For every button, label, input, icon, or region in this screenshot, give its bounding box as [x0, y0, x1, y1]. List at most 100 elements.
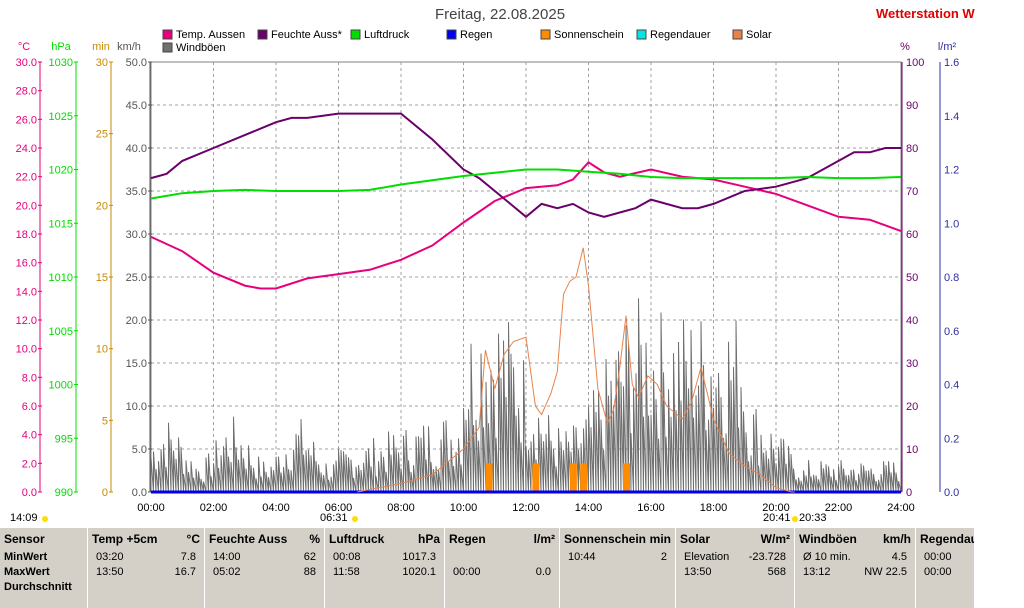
stats-cell-value: 62 — [303, 551, 316, 563]
axis-unit-wind_kmh: km/h — [117, 41, 141, 53]
marker-sunset: 20:33 — [799, 512, 827, 524]
stats-cell-row: 05:02 88 — [205, 565, 324, 580]
axis-tick-wind_kmh: 15.0 — [126, 358, 147, 370]
axis-tick-humidity_pct: 30 — [906, 358, 918, 370]
stats-cell-row: Ø 10 min. 4.5 — [795, 550, 915, 565]
sunshine-bar — [580, 463, 588, 492]
stats-column-header: Luftdruck hPa — [325, 528, 444, 550]
axis-tick-sunshine_min: 5 — [102, 415, 108, 427]
axis-tick-rain_lm2: 1.4 — [944, 111, 959, 123]
axis-tick-rain_lm2: 0.2 — [944, 433, 959, 445]
x-tick-label: 02:00 — [200, 502, 228, 514]
stats-column: Sonnenschein min 10:44 2 — [560, 528, 676, 608]
sunset-icon — [792, 516, 798, 522]
weather-chart: °C 0.0 2.0 4.0 6.0 8.0 10.0 12.0 14.0 16.0 18.0 20.… — [10, 29, 959, 524]
stats-cell-time: 05:02 — [213, 566, 241, 578]
stats-cell-value: 88 — [303, 566, 316, 578]
stats-cell-row — [445, 550, 559, 565]
stats-cell-time: 14:00 — [213, 551, 241, 563]
stats-column: Regen l/m² 00:00 0.0 — [445, 528, 560, 608]
legend-item — [162, 42, 173, 53]
legend-item — [446, 29, 457, 40]
stats-cell-row: 13:50 568 — [676, 565, 794, 580]
axis-tick-temp_c: 30.0 — [16, 57, 37, 69]
axis-unit-humidity_pct: % — [900, 41, 910, 53]
stats-cell-value: 4.5 — [891, 551, 907, 563]
axis-tick-wind_kmh: 10.0 — [126, 401, 147, 413]
stats-cell-value: -23.728 — [748, 551, 786, 563]
stats-row-label-max: MaxWert — [4, 566, 50, 578]
stats-label-column: Sensor MinWert MaxWert Durchschnitt — [0, 528, 88, 608]
legend-item — [350, 29, 361, 40]
stats-cell-value: NW 22.5 — [864, 566, 907, 578]
legend-label: Temp. Aussen — [176, 29, 245, 41]
axis-tick-pressure_hpa: 1015 — [49, 218, 73, 230]
sun-icon — [42, 516, 48, 522]
axis-tick-temp_c: 2.0 — [22, 458, 37, 470]
stats-cell-time: 00:00 — [453, 566, 481, 578]
marker-sunset-prev: 20:41 — [763, 512, 791, 524]
axis-tick-wind_kmh: 35.0 — [126, 186, 147, 198]
axis-tick-wind_kmh: 40.0 — [126, 143, 147, 155]
axis-tick-rain_lm2: 0.8 — [944, 272, 959, 284]
marker-bottom-left: 14:09 — [10, 512, 38, 524]
axis-tick-temp_c: 18.0 — [16, 229, 37, 241]
axis-tick-rain_lm2: 1.6 — [944, 57, 959, 69]
axis-tick-pressure_hpa: 1030 — [49, 57, 73, 69]
axis-tick-sunshine_min: 0 — [102, 487, 108, 499]
marker-sunrise: 06:31 — [320, 512, 348, 524]
windgust-series — [150, 298, 902, 493]
x-tick-label: 16:00 — [637, 502, 665, 514]
stats-cell-value: 0.0 — [535, 566, 551, 578]
axis-tick-sunshine_min: 20 — [96, 200, 108, 212]
x-tick-label: 06:00 — [325, 502, 353, 514]
axis-tick-humidity_pct: 70 — [906, 186, 918, 198]
stats-cell-row: 00:00 0.0 — [445, 565, 559, 580]
axis-tick-pressure_hpa: 1000 — [49, 380, 73, 392]
axis-tick-humidity_pct: 40 — [906, 315, 918, 327]
humidity-series — [150, 112, 901, 219]
stats-cell-value: 1020.1 — [402, 566, 436, 578]
legend-swatch — [257, 29, 268, 40]
legend-label: Regendauer — [650, 29, 711, 41]
axis-tick-temp_c: 6.0 — [22, 401, 37, 413]
stats-column-name: Solar — [680, 532, 711, 546]
stats-cell-time: 13:12 — [803, 566, 831, 578]
x-tick-label: 10:00 — [450, 502, 478, 514]
stats-column: Windböen km/h Ø 10 min. 4.5 13:12 NW 22.5 — [795, 528, 916, 608]
axis-tick-rain_lm2: 0.6 — [944, 326, 959, 338]
axis-tick-pressure_hpa: 1010 — [49, 272, 73, 284]
stats-cell-time: Elevation — [684, 551, 730, 563]
legend-swatch — [636, 29, 647, 40]
stats-column-unit: % — [309, 532, 320, 546]
stats-cell-row — [560, 565, 675, 580]
legend-item — [540, 29, 551, 40]
stats-row-label-sensor: Sensor — [4, 532, 45, 546]
stats-column-header: Sonnenschein min — [560, 528, 675, 550]
stats-column-header: Regendauer — [916, 528, 974, 550]
legend-item — [636, 29, 647, 40]
stats-column-unit: min — [649, 532, 671, 546]
stats-column-header: Solar W/m² — [676, 528, 794, 550]
stats-column-unit: l/m² — [533, 532, 555, 546]
stats-column-header: Temp +5cm °C — [88, 528, 204, 550]
axis-tick-rain_lm2: 0.4 — [944, 380, 959, 392]
legend-item — [162, 29, 173, 40]
axis-tick-wind_kmh: 25.0 — [126, 272, 147, 284]
stats-cell-time: 10:44 — [568, 551, 596, 563]
legend-label: Solar — [746, 29, 772, 41]
axis-unit-rain_lm2: l/m² — [938, 41, 957, 53]
stats-cell-row: 03:20 7.8 — [88, 550, 204, 565]
stats-cell-row: 00:00 — [916, 550, 974, 565]
legend-swatch — [732, 29, 743, 40]
stats-cell-row: 10:44 2 — [560, 550, 675, 565]
legend-label: Luftdruck — [364, 29, 410, 41]
stats-column-name: Sonnenschein — [564, 532, 647, 546]
legend-swatch — [540, 29, 551, 40]
stats-column: Feuchte Auss% 14:00 62 05:02 88 — [205, 528, 325, 608]
stats-column-header: Regen l/m² — [445, 528, 559, 550]
stats-cell-row: 13:12 NW 22.5 — [795, 565, 915, 580]
axis-tick-humidity_pct: 0 — [906, 487, 912, 499]
sunrise-icon — [352, 516, 358, 522]
stats-column-header: Windböen km/h — [795, 528, 915, 550]
